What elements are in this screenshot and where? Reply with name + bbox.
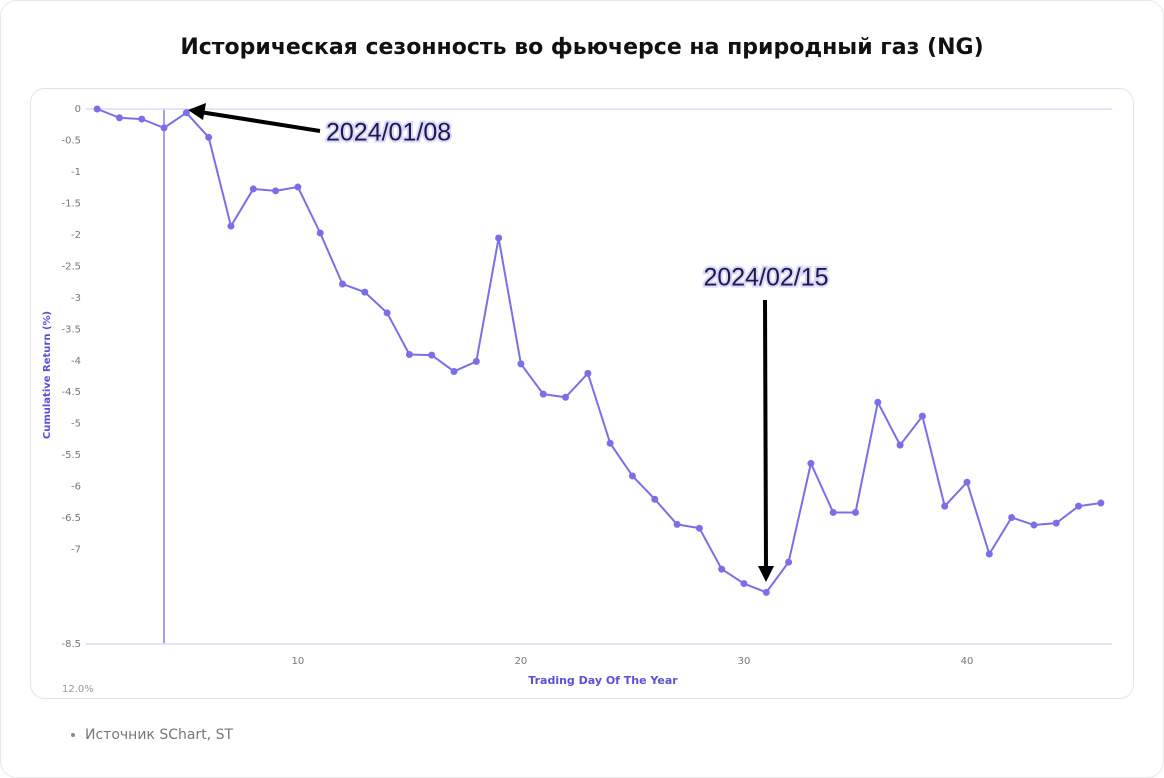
- y-tick-label: -0.5: [61, 135, 81, 146]
- point: [651, 495, 659, 503]
- y-tick-label: -5: [71, 419, 81, 430]
- point: [718, 565, 726, 573]
- y-tick-label: -3.5: [61, 324, 81, 335]
- chart-title: Историческая сезонность во фьючерсе на п…: [180, 35, 983, 60]
- y-tick-label: -8.5: [61, 639, 81, 650]
- point: [829, 508, 837, 516]
- arrow: [199, 110, 321, 133]
- point: [985, 550, 993, 558]
- point: [539, 390, 547, 398]
- point: [695, 524, 703, 532]
- point: [628, 472, 636, 480]
- arrow: [763, 299, 768, 569]
- point: [762, 588, 770, 596]
- arrow-head: [188, 103, 206, 120]
- y-tick-label: 0: [75, 104, 81, 115]
- point: [428, 351, 436, 359]
- point: [807, 459, 815, 467]
- y-tick-label: -2.5: [61, 261, 81, 272]
- point: [517, 360, 525, 368]
- point: [874, 398, 882, 406]
- arrow-head: [758, 566, 774, 582]
- y-axis-label: Cumulative Return (%): [42, 311, 53, 439]
- annotation-1: 2024/01/08: [188, 103, 453, 149]
- chart-panel: [30, 88, 1134, 699]
- y-tick-label: -1: [71, 167, 81, 178]
- y-tick-label: -6.5: [61, 513, 81, 524]
- bullet: [71, 733, 75, 737]
- point: [1097, 499, 1105, 507]
- point: [93, 105, 101, 113]
- point: [205, 133, 213, 141]
- y-tick-label: -2: [71, 230, 81, 241]
- point: [495, 234, 503, 242]
- point: [472, 357, 480, 365]
- point: [115, 114, 123, 122]
- point: [941, 502, 949, 510]
- point: [1030, 521, 1038, 529]
- line: [96, 108, 1101, 594]
- y-tick-label: -6: [71, 482, 81, 493]
- y-tick-label: -4.5: [61, 387, 81, 398]
- point: [562, 393, 570, 401]
- point: [740, 580, 748, 588]
- y-tick-label: -4: [71, 356, 81, 367]
- point: [138, 115, 146, 123]
- point: [785, 558, 793, 566]
- point: [249, 185, 257, 193]
- point: [673, 520, 681, 528]
- y-tick-label: -7: [71, 545, 81, 556]
- x-axis-label: Trading Day Of The Year: [528, 674, 678, 687]
- point: [963, 478, 971, 486]
- point: [405, 350, 413, 358]
- point: [227, 222, 235, 230]
- point: [182, 109, 190, 117]
- plot: 0 -0.5 -1 -1.5 -2 -2.5 -3 -3.5 -4 -4.5 -5 -5.5 -6 -6.…: [61, 104, 1112, 667]
- point: [1075, 502, 1083, 510]
- annotation: 2024/01/08: [326, 119, 451, 147]
- y-tick-label: -3: [71, 293, 81, 304]
- annotation: 2024/02/15: [703, 264, 828, 292]
- point: [896, 441, 904, 449]
- point: [606, 439, 614, 447]
- point: [383, 309, 391, 317]
- point: [160, 124, 168, 132]
- x-tick-label: 20: [515, 656, 528, 667]
- point: [1008, 513, 1016, 521]
- source: Источник SChart, ST: [85, 727, 233, 743]
- point: [272, 187, 280, 195]
- x-tick-label: 30: [738, 656, 751, 667]
- point: [1052, 519, 1060, 527]
- y-tick-label: -5.5: [61, 450, 81, 461]
- point: [294, 183, 302, 191]
- point: [584, 369, 592, 377]
- y-tick-label: -1.5: [61, 198, 81, 209]
- point: [918, 412, 926, 420]
- annotation-2: 2024/02/15: [701, 262, 831, 582]
- point: [316, 229, 324, 237]
- point: [339, 280, 346, 288]
- point: [450, 367, 458, 375]
- x-tick-label: 40: [961, 656, 974, 667]
- corner-label: 12.0%: [62, 684, 94, 695]
- point: [361, 288, 369, 296]
- point: [852, 508, 859, 516]
- x-tick-label: 10: [292, 656, 305, 667]
